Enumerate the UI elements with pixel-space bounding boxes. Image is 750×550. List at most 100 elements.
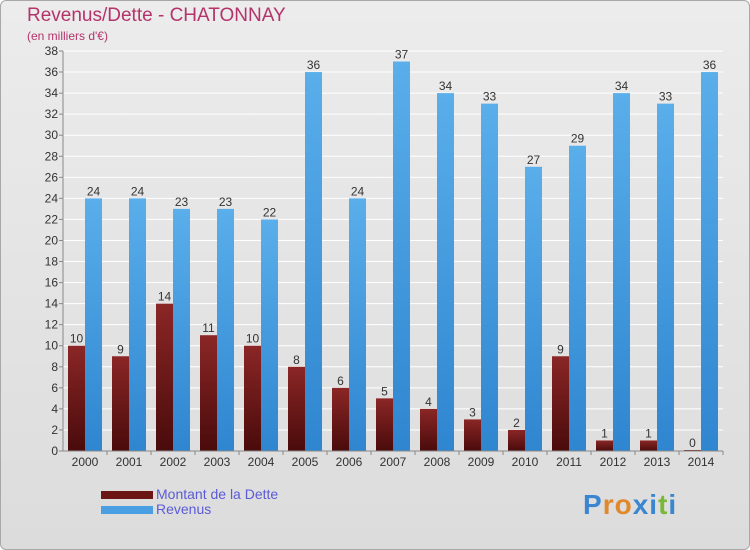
data-label: 14 bbox=[158, 290, 172, 304]
y-tick-label: 16 bbox=[45, 276, 59, 290]
data-label: 8 bbox=[293, 353, 300, 367]
data-label: 10 bbox=[70, 332, 84, 346]
y-tick-label: 30 bbox=[45, 128, 59, 142]
bar-revenus bbox=[261, 219, 278, 451]
x-tick-label: 2001 bbox=[116, 455, 143, 469]
data-label: 33 bbox=[659, 90, 673, 104]
data-label: 36 bbox=[307, 58, 321, 72]
logo-letter: P bbox=[583, 489, 603, 520]
x-tick-label: 2011 bbox=[556, 455, 582, 469]
bar-dette bbox=[288, 366, 305, 451]
logo-letter: i bbox=[668, 489, 678, 520]
data-label: 0 bbox=[689, 436, 696, 450]
logo-letter: t bbox=[658, 489, 669, 520]
data-label: 23 bbox=[175, 195, 189, 209]
y-tick-label: 20 bbox=[45, 233, 59, 247]
x-tick-label: 2002 bbox=[160, 455, 187, 469]
bar-dette bbox=[244, 345, 261, 451]
x-axis-ticks: 2000 2001 2002 2003 2004 2005 2006 2007 2008 2009… bbox=[72, 451, 724, 469]
bars bbox=[68, 61, 718, 452]
bar-revenus bbox=[85, 198, 102, 451]
x-tick-label: 2003 bbox=[204, 455, 231, 469]
chart-title: Revenus/Dette - CHATONNAY bbox=[27, 5, 286, 26]
bar-dette bbox=[596, 440, 613, 451]
logo-letter: i bbox=[649, 489, 659, 520]
legend-label-revenus: Revenus bbox=[156, 501, 212, 517]
y-tick-label: 38 bbox=[45, 44, 59, 58]
data-label: 9 bbox=[557, 342, 564, 356]
y-tick-label: 2 bbox=[51, 423, 58, 437]
x-tick-label: 2005 bbox=[292, 455, 319, 469]
data-label: 11 bbox=[202, 321, 215, 335]
data-label: 1 bbox=[601, 426, 608, 440]
bar-revenus bbox=[613, 93, 630, 452]
x-tick-label: 2007 bbox=[380, 455, 407, 469]
bar-revenus bbox=[437, 93, 454, 452]
data-label: 9 bbox=[117, 342, 124, 356]
x-tick-label: 2013 bbox=[644, 455, 671, 469]
legend-swatch-dette bbox=[101, 490, 153, 499]
legend-swatch-revenus bbox=[101, 505, 153, 514]
bar-revenus bbox=[701, 72, 718, 451]
bar-dette bbox=[376, 398, 393, 451]
legend: Montant de la Dette Revenus bbox=[101, 487, 278, 517]
data-label: 23 bbox=[219, 195, 233, 209]
y-tick-label: 26 bbox=[45, 170, 59, 184]
x-tick-label: 2009 bbox=[468, 455, 495, 469]
y-tick-label: 28 bbox=[45, 149, 59, 163]
x-tick-label: 2000 bbox=[72, 455, 99, 469]
y-tick-label: 8 bbox=[51, 360, 58, 374]
proxiti-logo: Proxiti bbox=[583, 489, 677, 521]
bar-revenus bbox=[481, 103, 498, 451]
data-label: 5 bbox=[381, 384, 388, 398]
y-tick-label: 22 bbox=[45, 212, 59, 226]
x-tick-label: 2012 bbox=[600, 455, 627, 469]
bar-dette bbox=[200, 335, 217, 451]
data-label: 24 bbox=[87, 184, 101, 198]
legend-label-dette: Montant de la Dette bbox=[156, 486, 279, 502]
bar-revenus bbox=[349, 198, 366, 451]
chart-subtitle: (en milliers d'€) bbox=[27, 29, 108, 43]
y-tick-label: 34 bbox=[45, 86, 59, 100]
data-label: 6 bbox=[337, 374, 344, 388]
y-tick-label: 10 bbox=[45, 339, 59, 353]
y-tick-label: 24 bbox=[45, 191, 59, 205]
bar-dette bbox=[552, 356, 569, 451]
data-label: 1 bbox=[645, 426, 652, 440]
bar-revenus bbox=[217, 208, 234, 451]
data-label: 37 bbox=[395, 48, 409, 62]
x-tick-label: 2010 bbox=[512, 455, 539, 469]
data-label: 34 bbox=[615, 79, 629, 93]
y-tick-label: 6 bbox=[51, 381, 58, 395]
bar-dette bbox=[332, 387, 349, 451]
bar-dette bbox=[420, 408, 437, 451]
y-tick-label: 32 bbox=[45, 107, 59, 121]
legend-item-dette: Montant de la Dette bbox=[101, 487, 278, 502]
data-label: 3 bbox=[469, 405, 476, 419]
y-tick-label: 14 bbox=[45, 297, 59, 311]
x-tick-label: 2004 bbox=[248, 455, 275, 469]
y-tick-label: 18 bbox=[45, 255, 59, 269]
y-tick-label: 36 bbox=[45, 65, 59, 79]
data-label: 4 bbox=[425, 395, 432, 409]
logo-letter: r bbox=[602, 489, 615, 520]
x-tick-label: 2014 bbox=[688, 455, 715, 469]
bar-revenus bbox=[393, 61, 410, 452]
legend-item-revenus: Revenus bbox=[101, 502, 278, 517]
bar-dette bbox=[508, 429, 525, 451]
data-label: 22 bbox=[263, 205, 277, 219]
bar-dette bbox=[112, 356, 129, 451]
bar-dette bbox=[464, 419, 481, 451]
bar-revenus bbox=[569, 145, 586, 451]
bar-revenus bbox=[525, 166, 542, 451]
data-label: 29 bbox=[571, 132, 585, 146]
x-tick-label: 2006 bbox=[336, 455, 363, 469]
data-label: 10 bbox=[246, 332, 260, 346]
bar-revenus bbox=[173, 208, 190, 451]
bar-dette bbox=[156, 303, 173, 451]
data-label: 34 bbox=[439, 79, 453, 93]
y-tick-label: 0 bbox=[51, 444, 58, 458]
